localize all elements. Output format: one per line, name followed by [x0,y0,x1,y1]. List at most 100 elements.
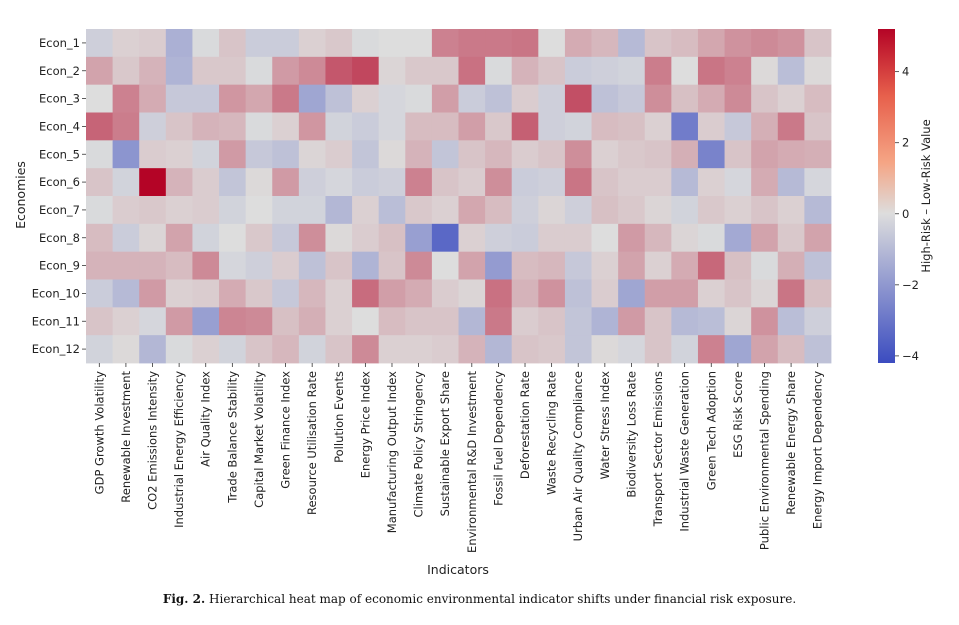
heatmap-figure: Econ_1 Econ_2 Econ_3 Econ_4 Econ_5 Econ_6 Econ… [13,29,933,577]
x-tick-label: Fossil Fuel Dependency [491,371,505,506]
y-tick-label: Econ_1 [39,36,80,50]
heatmap-cell [378,56,406,86]
heatmap-cell [591,196,619,225]
heatmap-cell [325,279,353,308]
heatmap-cell [298,140,326,169]
heatmap-cell [511,307,539,336]
heatmap-cell [219,84,247,113]
heatmap-cell [538,112,566,141]
y-tick-label: Econ_8 [39,231,80,245]
heatmap-cell [485,168,513,197]
heatmap-cell [777,335,805,364]
heatmap-cell [272,29,300,58]
heatmap-cell [564,84,592,113]
heatmap-cell [458,279,486,308]
heatmap-cell [804,279,832,308]
x-tick-label: Sustainable Export Share [438,371,452,516]
heatmap-cell [165,29,193,58]
heatmap-cell [458,56,486,86]
colorbar-tick-label: −4 [902,349,919,363]
heatmap-cell [618,223,646,253]
heatmap-cell [431,84,459,113]
heatmap-cell [378,307,406,336]
colorbar-label: High-Risk – Low-Risk Value [919,119,933,272]
heatmap-cell [245,56,273,86]
heatmap-cell [165,112,193,141]
heatmap-cell [352,29,380,58]
heatmap-cell [405,112,433,141]
heatmap-cell [378,168,406,197]
heatmap-cell [165,168,193,197]
heatmap-cell [325,140,353,169]
heatmap-cell [697,196,725,225]
colorbar-tick-label: 4 [902,65,909,79]
heatmap-cell [671,251,699,280]
heatmap-cell [777,168,805,197]
heatmap-cell [298,84,326,113]
heatmap-cell [485,196,513,225]
heatmap-cell [751,84,779,113]
heatmap-cell [378,251,406,280]
heatmap-cell [671,279,699,308]
heatmap-cell [724,251,752,280]
heatmap-cell [298,168,326,197]
heatmap-cell [219,56,247,86]
y-tick-label: Econ_12 [32,342,80,356]
heatmap-cell [618,168,646,197]
heatmap-cell [272,56,300,86]
heatmap-cell [165,251,193,280]
heatmap-cell [112,168,140,197]
heatmap-cell [431,223,459,253]
heatmap-cell [644,335,672,364]
heatmap-cell [352,84,380,113]
heatmap-cell [697,56,725,86]
heatmap-cell [219,112,247,141]
heatmap-cell [751,307,779,336]
heatmap-cell [644,279,672,308]
heatmap-cell [165,279,193,308]
heatmap-cell [777,307,805,336]
heatmap-cell [272,84,300,113]
heatmap-cell [724,223,752,253]
heatmap-cell [405,279,433,308]
heatmap-cell [405,251,433,280]
heatmap-cell [538,84,566,113]
heatmap-cell [405,196,433,225]
heatmap-cell [192,29,220,58]
heatmap-cell [352,251,380,280]
heatmap-cell [751,140,779,169]
heatmap-cell [751,279,779,308]
heatmap-cell [352,307,380,336]
heatmap-cell [165,335,193,364]
heatmap-cell [298,335,326,364]
heatmap-cell [538,168,566,197]
heatmap-cell [139,140,167,169]
heatmap-cell [671,335,699,364]
heatmap-cell [671,56,699,86]
heatmap-cell [378,84,406,113]
heatmap-cell [564,140,592,169]
heatmap-cell [591,56,619,86]
x-tick-label: Manufacturing Output Index [385,371,399,533]
heatmap-cell [139,84,167,113]
heatmap-cell [192,196,220,225]
heatmap-cell [804,335,832,364]
heatmap-cell [431,335,459,364]
heatmap-cell [431,56,459,86]
heatmap-cell [564,223,592,253]
heatmap-cell [458,223,486,253]
heatmap-cell [219,196,247,225]
heatmap-cell [777,140,805,169]
heatmap-cell [697,112,725,141]
x-tick-label: Environmental R&D Investment [465,371,479,553]
heatmap-cell [777,251,805,280]
heatmap-cell [697,168,725,197]
heatmap-cell [485,223,513,253]
y-tick-label: Econ_9 [39,259,80,273]
heatmap-cell [112,56,140,86]
y-tick-label: Econ_2 [39,64,80,78]
heatmap-cell [538,223,566,253]
heatmap-cell [618,307,646,336]
heatmap-cell [618,140,646,169]
x-tick-label: Transport Sector Emissions [651,371,665,527]
